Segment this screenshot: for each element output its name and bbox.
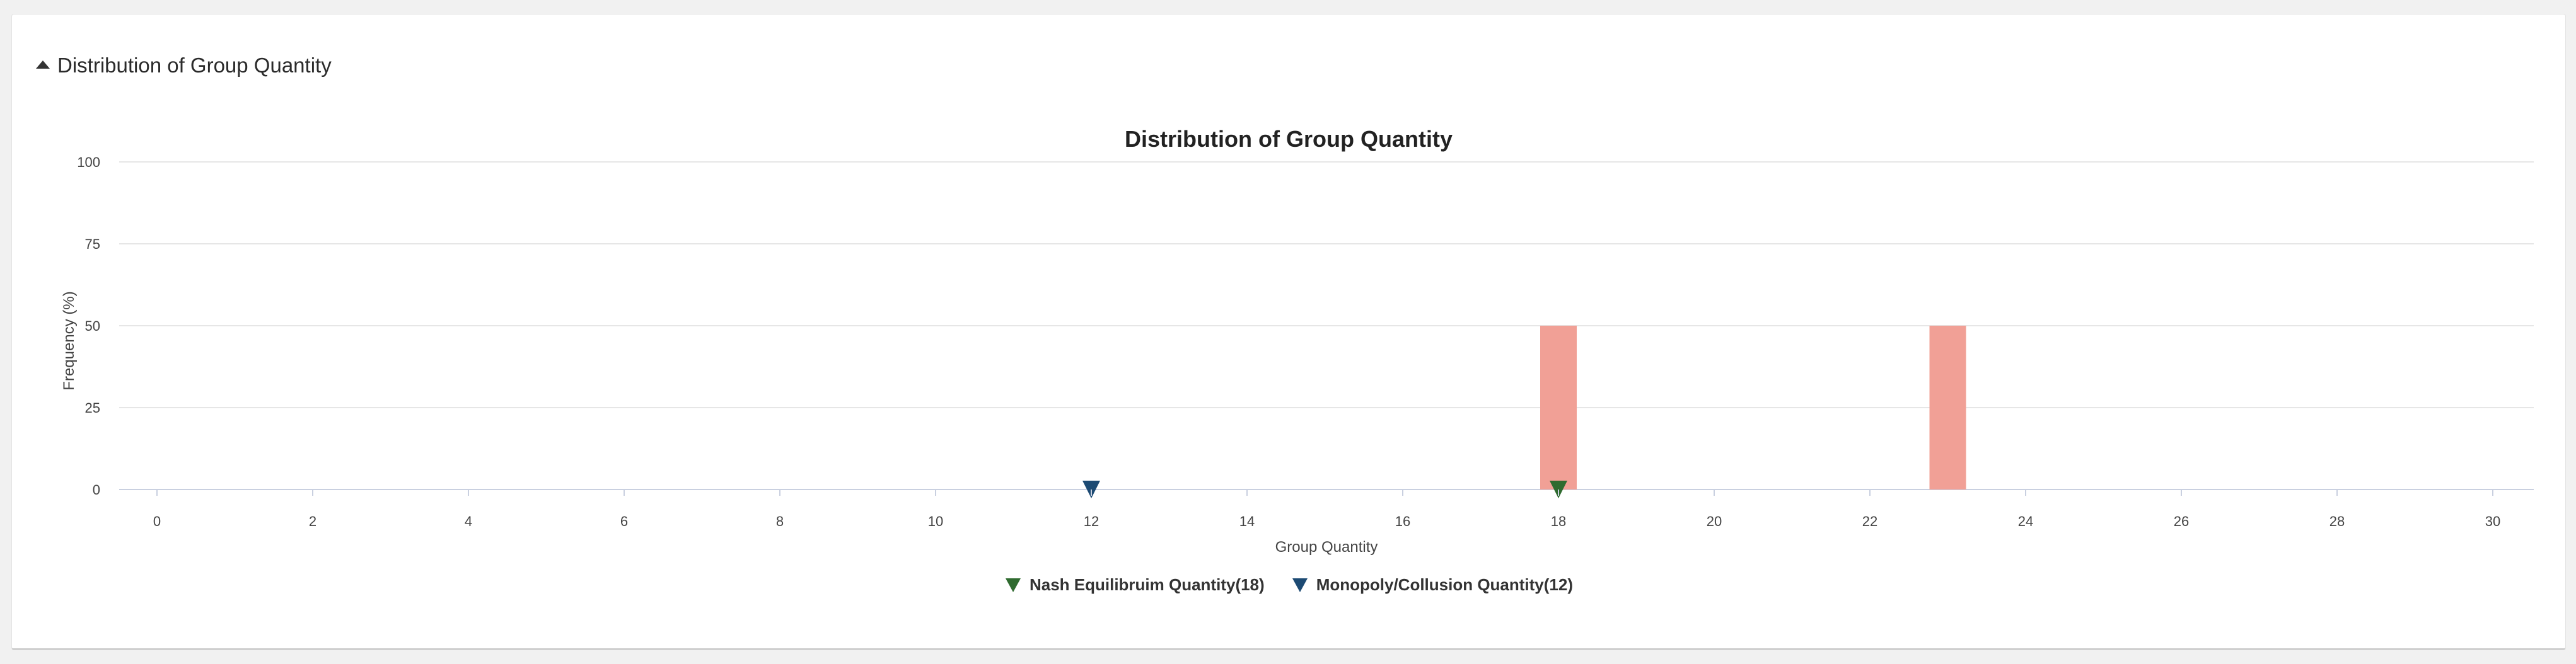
grid-layer: [119, 161, 2534, 490]
nash-marker-icon: [1005, 578, 1021, 592]
x-tick-label: 12: [1084, 513, 1099, 529]
y-tick-label: 75: [85, 236, 100, 252]
x-tick-label: 16: [1395, 513, 1410, 529]
panel-title: Distribution of Group Quantity: [57, 54, 332, 77]
legend-label-nash: Nash Equilibruim Quantity(18): [1029, 575, 1265, 594]
y-tick-label: 100: [77, 154, 100, 170]
y-tick-label: 50: [85, 318, 100, 334]
x-tick-label: 18: [1551, 513, 1566, 529]
histogram-bar[interactable]: [1540, 326, 1577, 489]
legend-item-monopoly[interactable]: Monopoly/Collusion Quantity(12): [1292, 575, 1573, 595]
chart-card: Distribution of Group Quantity Distribut…: [11, 14, 2566, 650]
x-tick-label: 30: [2485, 513, 2500, 529]
x-tick-label: 24: [2018, 513, 2033, 529]
x-tick-label: 14: [1239, 513, 1255, 529]
x-tick-label: 2: [309, 513, 316, 529]
caret-up-icon: [36, 60, 50, 69]
x-tick-label: 28: [2329, 513, 2345, 529]
y-tick-label: 25: [85, 400, 100, 416]
x-axis-label: Group Quantity: [1275, 539, 1378, 556]
legend-label-monopoly: Monopoly/Collusion Quantity(12): [1316, 575, 1574, 594]
chart-title: Distribution of Group Quantity: [1125, 126, 1453, 152]
x-tick-label: 0: [153, 513, 161, 529]
legend-item-nash[interactable]: Nash Equilibruim Quantity(18): [1005, 575, 1265, 595]
x-tick-label: 26: [2174, 513, 2189, 529]
x-tick-label: 20: [1707, 513, 1722, 529]
x-tick-label: 4: [465, 513, 472, 529]
chart-legend: Nash Equilibruim Quantity(18) Monopoly/C…: [12, 575, 2567, 595]
x-tick-label: 22: [1862, 513, 1877, 529]
group-quantity-chart: Distribution of Group Quantity 0 25 50 75 10…: [61, 126, 2534, 556]
monopoly-marker-icon: [1292, 578, 1308, 592]
histogram-bar[interactable]: [1929, 326, 1966, 489]
bar-layer: [1540, 326, 1966, 489]
x-tick-label: 6: [620, 513, 628, 529]
y-tick-label: 0: [93, 482, 100, 498]
x-tick-label: 10: [928, 513, 943, 529]
x-tick-label: 8: [776, 513, 784, 529]
y-axis-label: Frequency (%): [61, 291, 78, 390]
panel-collapse-toggle[interactable]: Distribution of Group Quantity: [36, 54, 332, 77]
